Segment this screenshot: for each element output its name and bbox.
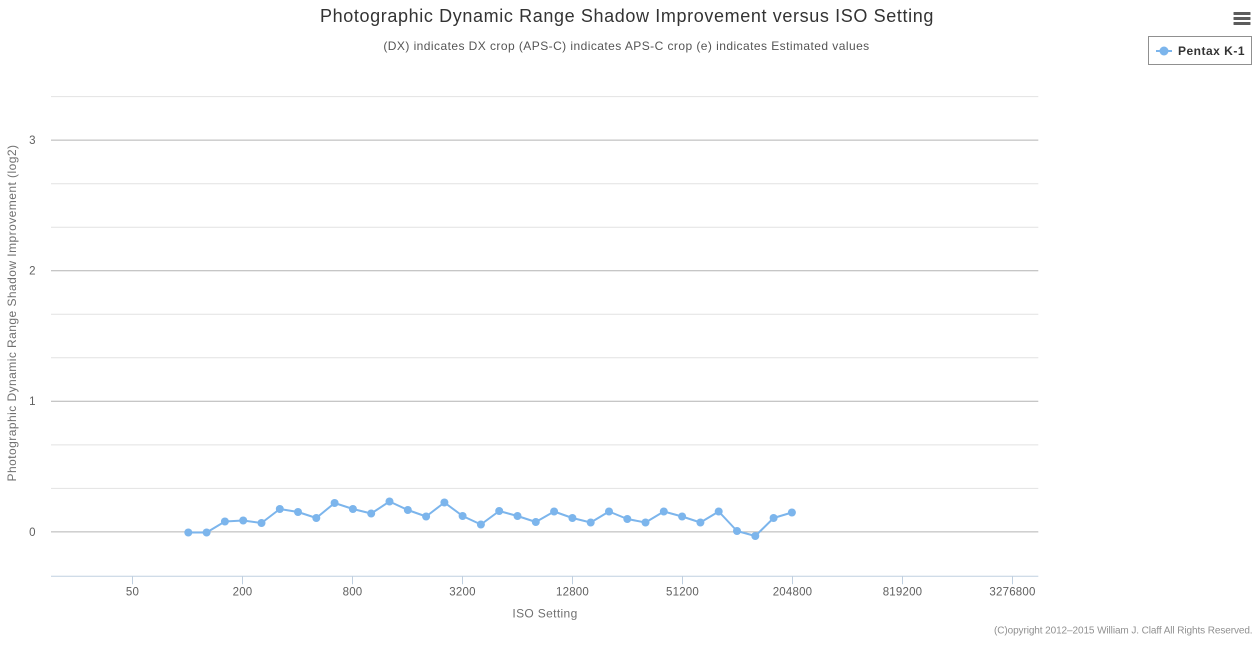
- svg-text:3: 3: [29, 135, 35, 147]
- svg-text:(C)opyright 2012–2015 William: (C)opyright 2012–2015 William J. Claff A…: [994, 625, 1253, 636]
- svg-text:200: 200: [233, 586, 253, 598]
- svg-text:Photographic Dynamic Range Sha: Photographic Dynamic Range Shadow Improv…: [320, 6, 934, 26]
- svg-text:3276800: 3276800: [989, 586, 1035, 598]
- svg-text:2: 2: [29, 266, 35, 278]
- svg-text:(DX) indicates DX crop (APS-C): (DX) indicates DX crop (APS-C) indicates…: [383, 39, 869, 53]
- svg-text:819200: 819200: [883, 586, 923, 598]
- svg-text:12800: 12800: [556, 586, 589, 598]
- svg-text:50: 50: [126, 586, 139, 598]
- svg-text:ISO Setting: ISO Setting: [512, 607, 577, 621]
- svg-text:204800: 204800: [773, 586, 813, 598]
- svg-text:0: 0: [29, 527, 35, 539]
- svg-text:800: 800: [343, 586, 363, 598]
- svg-text:1: 1: [29, 396, 35, 408]
- svg-text:3200: 3200: [449, 586, 475, 598]
- svg-text:Pentax K-1: Pentax K-1: [1178, 44, 1245, 58]
- svg-text:Photographic Dynamic Range Sha: Photographic Dynamic Range Shadow Improv…: [5, 145, 19, 482]
- svg-text:51200: 51200: [666, 586, 699, 598]
